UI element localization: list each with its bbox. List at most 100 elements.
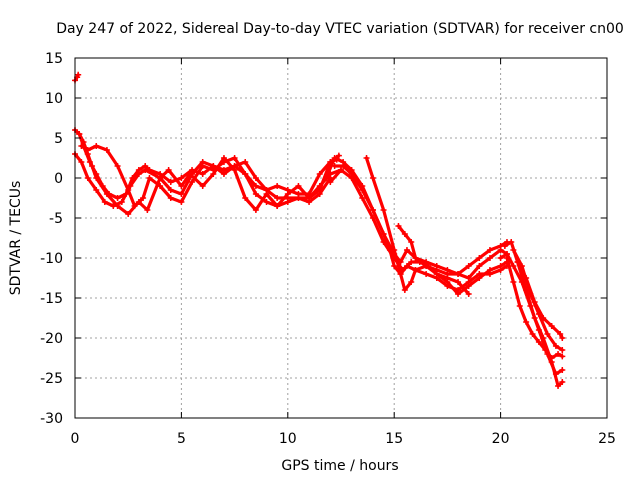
data-point (523, 275, 530, 281)
y-tick-label: 0 (54, 171, 63, 187)
data-point (252, 191, 259, 197)
data-point (167, 187, 174, 193)
data-point (316, 171, 323, 177)
data-point (540, 335, 547, 341)
data-point (486, 247, 493, 253)
y-tick-label: 5 (54, 131, 63, 147)
data-point (231, 167, 238, 173)
y-tick-label: -10 (40, 251, 63, 267)
data-point (84, 151, 91, 157)
data-point (359, 187, 366, 193)
data-point (101, 199, 108, 205)
data-point (510, 279, 517, 285)
data-point (186, 171, 193, 177)
data-point (252, 175, 259, 181)
data-point (455, 271, 462, 277)
data-point (114, 195, 121, 201)
data-point (380, 239, 387, 245)
data-point (476, 263, 483, 269)
data-point (93, 175, 100, 181)
data-point (514, 259, 521, 265)
x-tick-label: 5 (177, 431, 186, 447)
data-point (397, 271, 404, 277)
data-point (199, 171, 206, 177)
series-track-14 (514, 259, 566, 341)
y-tick-label: 15 (45, 51, 63, 67)
data-point (348, 171, 355, 177)
data-point (555, 383, 562, 389)
data-point (359, 195, 366, 201)
data-point (465, 263, 472, 269)
x-tick-label: 25 (598, 431, 616, 447)
x-tick-label: 20 (492, 431, 510, 447)
data-point (274, 203, 281, 209)
data-point (199, 183, 206, 189)
data-point (127, 183, 134, 189)
data-point (465, 275, 472, 281)
data-point (401, 231, 408, 237)
data-point (144, 207, 151, 213)
data-point (542, 347, 549, 353)
data-point (423, 263, 430, 269)
series-line (77, 132, 341, 216)
data-point (327, 179, 334, 185)
y-tick-label: 10 (45, 91, 63, 107)
data-point (178, 191, 185, 197)
series-track-15 (503, 255, 566, 361)
data-point (76, 131, 83, 137)
series-line (505, 256, 564, 360)
data-point (455, 279, 462, 285)
x-tick-label: 0 (71, 431, 80, 447)
x-tick-label: 10 (279, 431, 297, 447)
data-point (412, 255, 419, 261)
data-point (548, 355, 555, 361)
data-point (544, 331, 551, 337)
data-point (252, 207, 259, 213)
data-point (335, 152, 342, 159)
data-point (497, 263, 504, 269)
data-point (178, 199, 185, 205)
data-point (199, 163, 206, 169)
data-point (380, 207, 387, 213)
data-point (146, 175, 153, 181)
data-point (552, 343, 559, 349)
data-point (486, 267, 493, 273)
data-point (284, 199, 291, 205)
data-point (523, 319, 530, 325)
data-point (125, 187, 132, 193)
data-point (242, 171, 249, 177)
data-point (220, 155, 227, 161)
data-point (103, 147, 110, 153)
axes: 0 5 10 15 20 25 15 10 5 0 -5 -10 -15 -20 -25 -30 (40, 51, 616, 447)
data-point (369, 175, 376, 181)
x-axis-label: GPS time / hours (281, 458, 398, 474)
data-point (508, 239, 515, 245)
y-tick-label: -15 (40, 291, 63, 307)
data-point (331, 163, 338, 169)
data-point (84, 175, 91, 181)
data-point (408, 239, 415, 245)
data-point (557, 331, 564, 337)
data-point (263, 199, 270, 205)
data-point (555, 351, 562, 357)
series-track-10 (395, 223, 510, 277)
data-point (135, 171, 142, 177)
data-point (157, 175, 164, 181)
data-point (220, 171, 227, 177)
data-point (559, 335, 566, 341)
grid (75, 58, 607, 418)
data-point (331, 155, 338, 161)
data-point (395, 223, 402, 229)
data-point (114, 203, 121, 209)
data-point (476, 255, 483, 261)
data-point (391, 247, 398, 253)
y-tick-label: -20 (40, 331, 63, 347)
data-point (465, 291, 472, 297)
data-point (135, 199, 142, 205)
data-point (380, 231, 387, 237)
y-axis-label: SDTVAR / TECUs (8, 181, 24, 296)
data-point (284, 191, 291, 197)
data-point (118, 199, 125, 205)
data-point (369, 207, 376, 213)
